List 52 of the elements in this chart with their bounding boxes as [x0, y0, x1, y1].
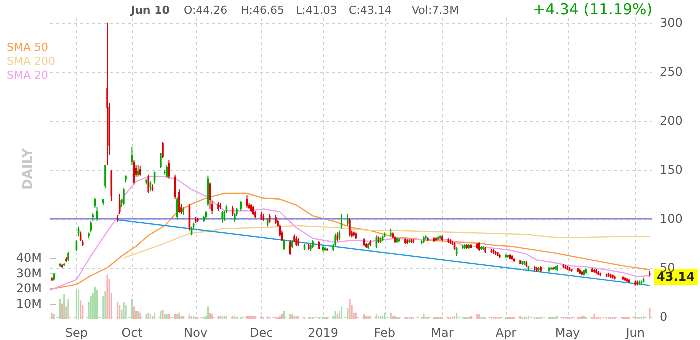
- candlestick: [148, 174, 150, 194]
- candlestick: [232, 206, 234, 217]
- candlestick: [166, 164, 168, 178]
- candlestick: [140, 166, 142, 176]
- x-tick-label: Feb: [374, 326, 396, 340]
- text: C:43.14: [349, 4, 392, 17]
- x-tick-label: Jun: [625, 326, 645, 340]
- text: SMA 20: [7, 69, 48, 82]
- y-tick-label: 10M: [16, 296, 42, 311]
- candlestick: [162, 142, 164, 159]
- y2-tick-label: 0: [660, 310, 668, 324]
- y2-tick-label: 250: [660, 64, 683, 79]
- x-tick-label: Nov: [184, 326, 208, 340]
- text: SMA 50: [7, 41, 48, 54]
- candlestick: [240, 200, 242, 212]
- x-tick-label: Apr: [496, 326, 517, 340]
- text: H:46.65: [241, 4, 284, 17]
- candlestick: [289, 240, 292, 256]
- x-tick-label: Oct: [122, 326, 143, 340]
- candlestick: [296, 236, 298, 247]
- x-tick-label: Dec: [250, 326, 274, 340]
- candlestick: [279, 224, 282, 238]
- y2-tick-label: 150: [660, 162, 683, 177]
- text: SMA 200: [7, 55, 56, 68]
- text: O:44.26: [184, 4, 228, 17]
- text: Jun 10: [130, 4, 170, 17]
- candlestick: [118, 194, 121, 215]
- candlestick: [123, 188, 125, 206]
- candlestick: [222, 210, 224, 224]
- y-tick-label: 40M: [16, 251, 42, 265]
- y-tick-label: 30M: [16, 266, 42, 280]
- candlestick: [104, 164, 106, 190]
- candlestick: [90, 220, 92, 234]
- text: +4.34 (11.19%): [533, 0, 653, 18]
- y2-tick-label: 300: [660, 16, 683, 30]
- candlestick: [347, 214, 349, 226]
- candlestick: [176, 196, 178, 220]
- candlestick: [178, 189, 180, 214]
- y2-tick-label: 200: [660, 114, 683, 128]
- y-tick-label: 20M: [16, 282, 42, 296]
- text: Vol:7.3M: [412, 4, 460, 17]
- line-series: [49, 192, 651, 290]
- candlestick: [349, 218, 351, 238]
- x-tick-label: May: [555, 326, 580, 340]
- line-series: [123, 225, 651, 259]
- x-tick-label: Sep: [65, 326, 88, 340]
- text: L:41.03: [296, 4, 338, 17]
- candlestick: [160, 152, 162, 169]
- x-tick-label: Mar: [431, 326, 454, 340]
- y2-tick-label: 100: [660, 212, 683, 226]
- candlestick: [106, 22, 108, 166]
- x-tick-label: 2019: [308, 326, 339, 340]
